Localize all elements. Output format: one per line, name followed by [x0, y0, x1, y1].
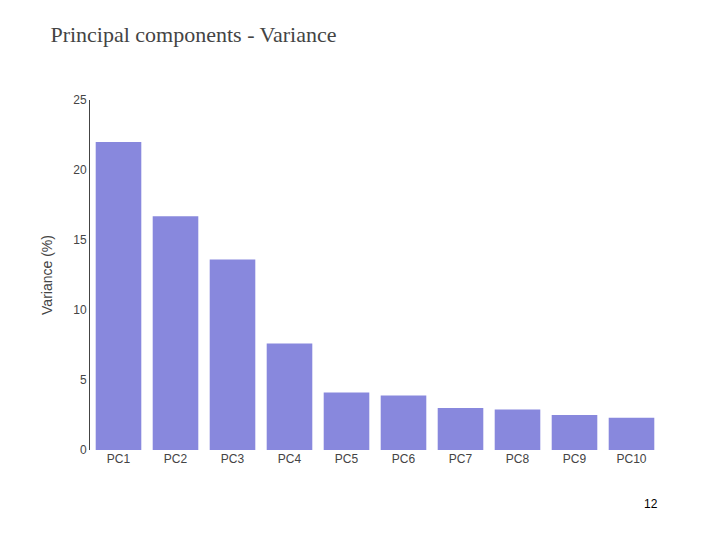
svg-text:20: 20: [73, 163, 87, 177]
svg-text:25: 25: [73, 93, 87, 107]
svg-text:PC3: PC3: [221, 452, 245, 466]
svg-text:Principal components - Varianc: Principal components - Variance: [50, 22, 336, 47]
svg-text:PC2: PC2: [164, 452, 188, 466]
svg-text:PC6: PC6: [392, 452, 416, 466]
svg-text:PC10: PC10: [616, 452, 646, 466]
svg-text:PC7: PC7: [449, 452, 473, 466]
svg-text:PC1: PC1: [107, 452, 131, 466]
svg-text:Variance (%): Variance (%): [39, 235, 55, 315]
svg-text:5: 5: [80, 373, 87, 387]
svg-text:PC4: PC4: [278, 452, 302, 466]
svg-text:PC5: PC5: [335, 452, 359, 466]
svg-text:0: 0: [80, 443, 87, 457]
svg-text:PC8: PC8: [506, 452, 530, 466]
svg-text:10: 10: [73, 303, 87, 317]
svg-text:12: 12: [644, 497, 658, 511]
svg-text:15: 15: [73, 233, 87, 247]
svg-text:PC9: PC9: [563, 452, 587, 466]
